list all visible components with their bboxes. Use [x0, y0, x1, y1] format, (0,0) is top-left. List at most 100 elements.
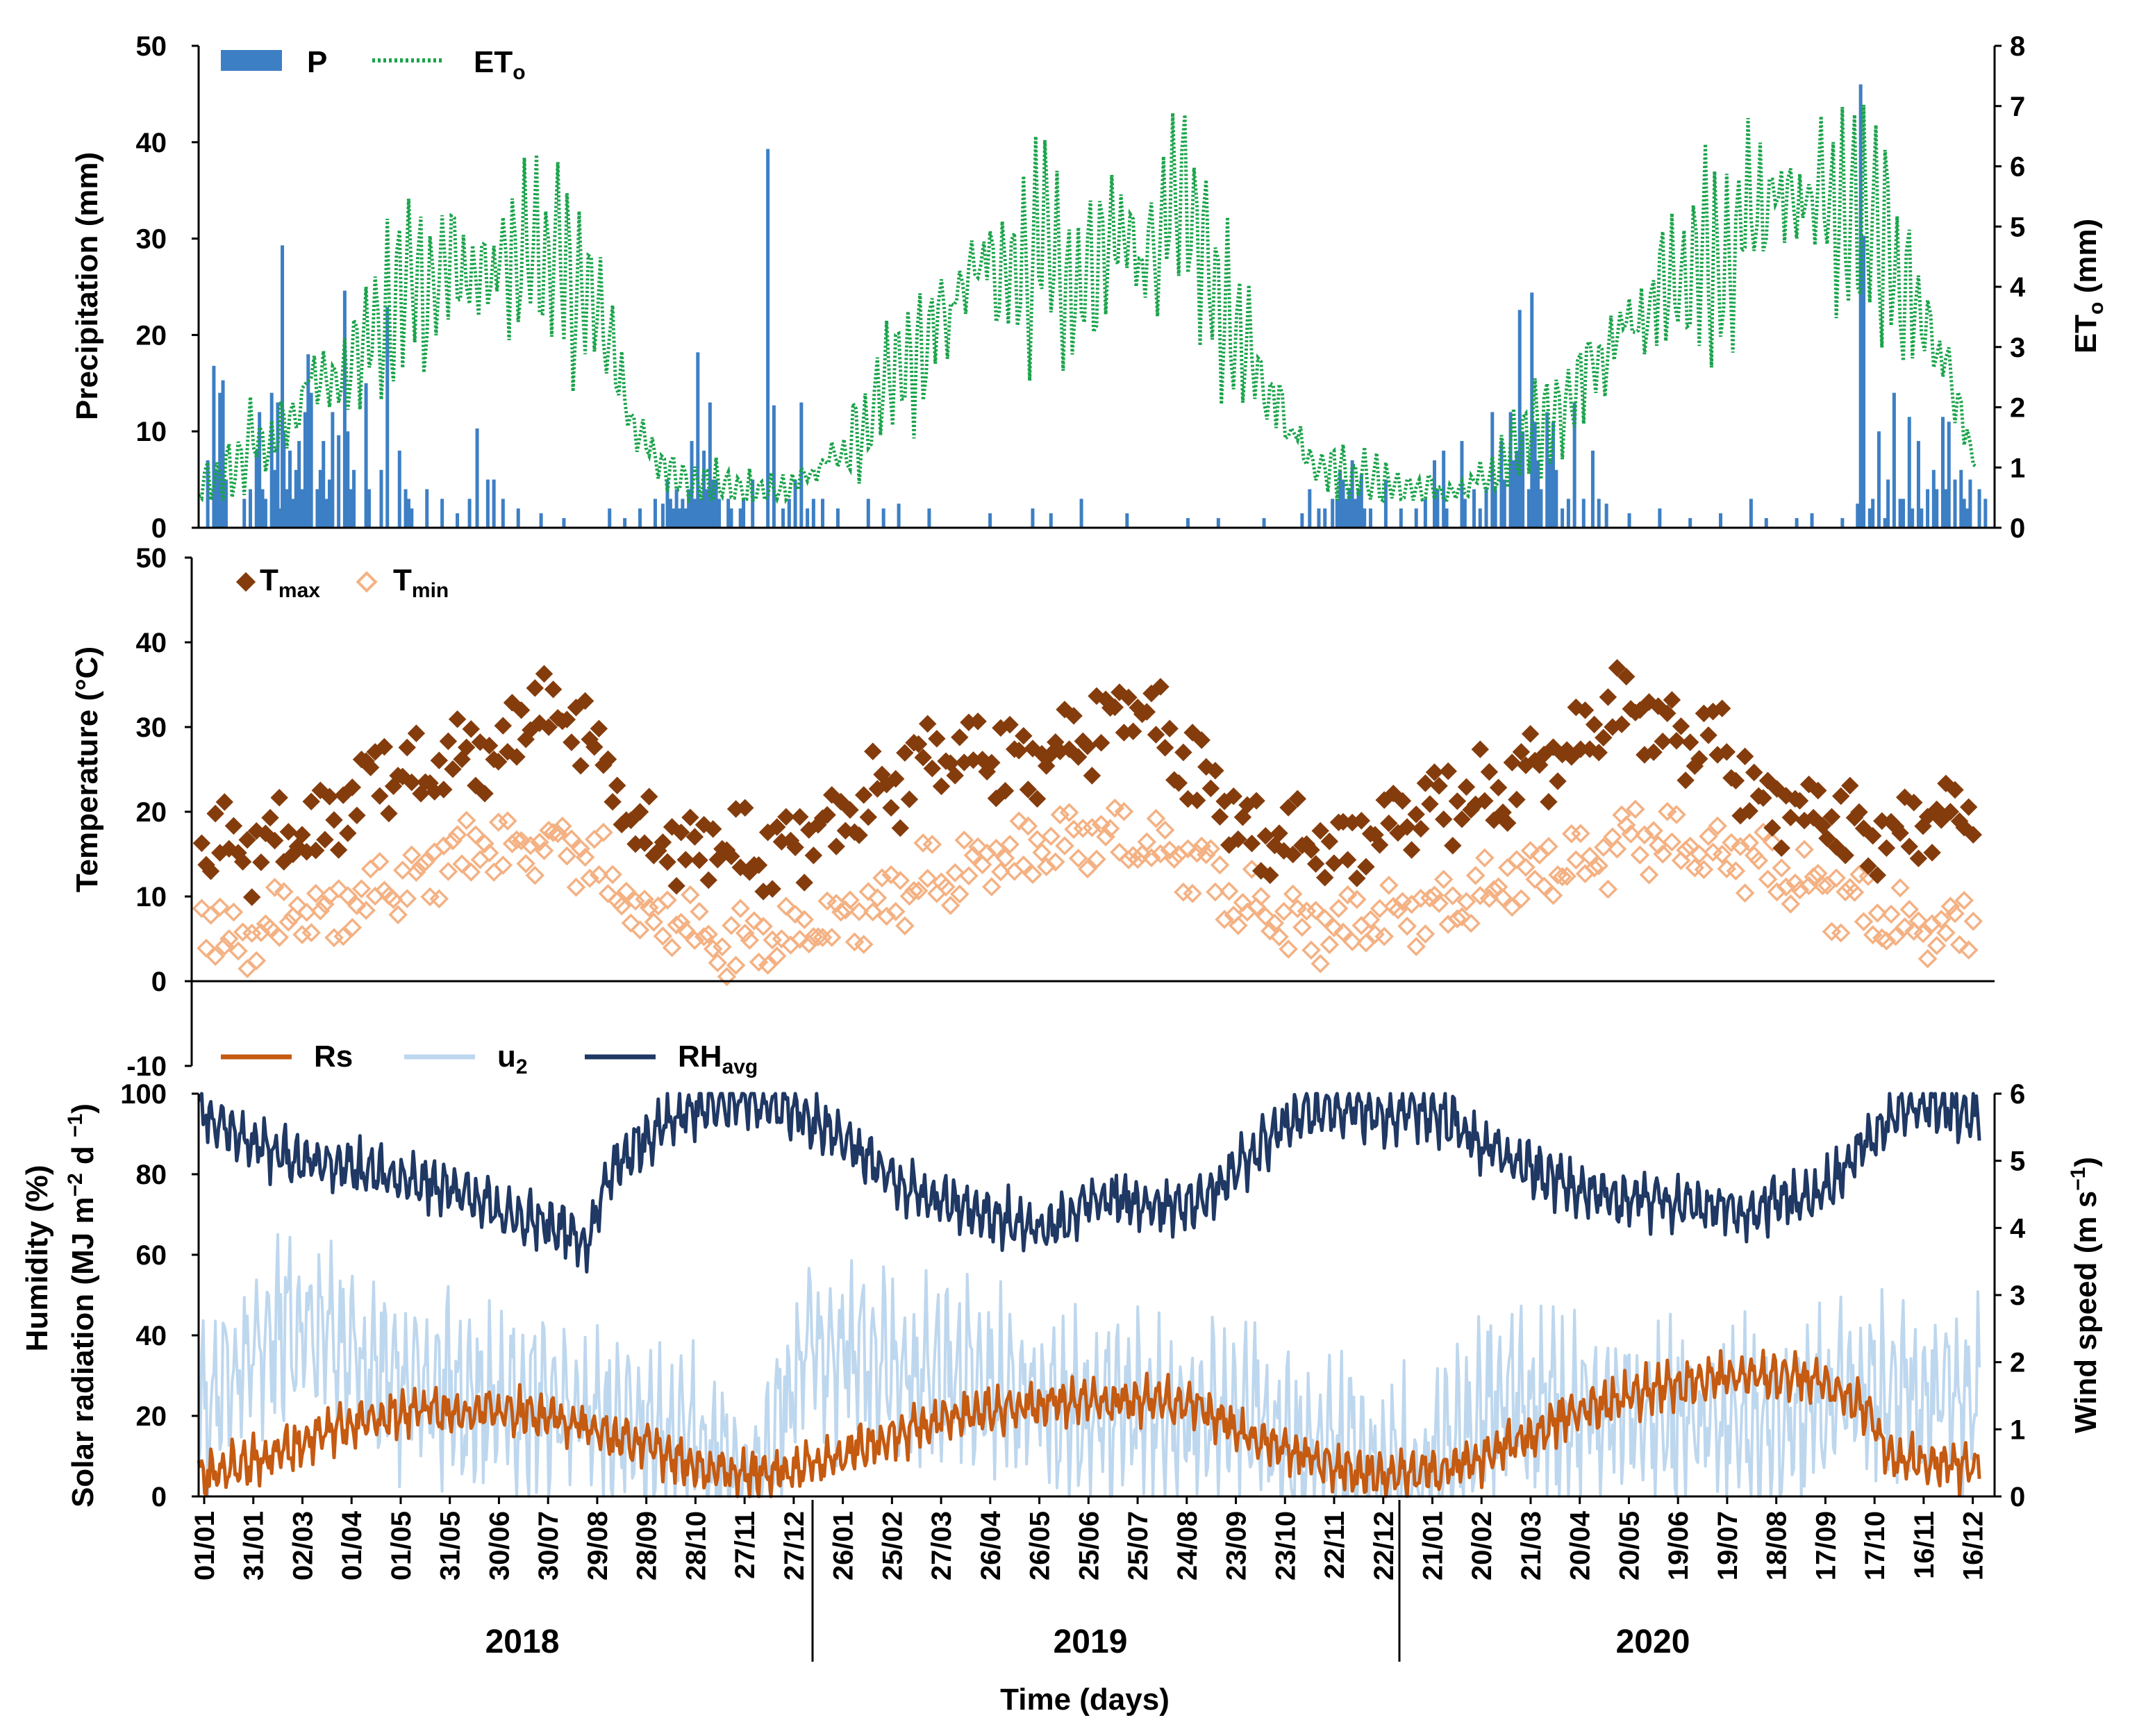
tmin-point	[630, 920, 650, 940]
tmin-point	[1731, 837, 1750, 856]
tmax-point	[398, 738, 416, 757]
precip-bar	[285, 489, 289, 528]
tmin-point	[954, 831, 974, 850]
tmax-point	[667, 876, 685, 895]
rs-series	[197, 1349, 1981, 1499]
tmin-point	[210, 897, 230, 917]
precip-bar	[1317, 508, 1321, 528]
year-labels: 2018 2019 2020	[485, 1624, 1690, 1660]
tmin-point	[749, 952, 769, 972]
tmax-point	[827, 837, 845, 856]
precip-bar	[1898, 499, 1902, 528]
tmax-point	[795, 874, 813, 892]
temp-tick-label: 50	[136, 543, 167, 574]
legend-label-u2: u2	[497, 1040, 528, 1078]
precip-tick-label: 10	[136, 417, 167, 447]
tmin-point	[589, 865, 609, 885]
tmax-point	[1210, 808, 1229, 826]
precip-bar	[793, 479, 797, 528]
tmin-point	[530, 833, 549, 852]
precip-bar	[1341, 479, 1345, 528]
legend-label-rh: RHavg	[678, 1040, 758, 1078]
temperature-panel: -10 0 10 20 30 40 50 Temperature (°C) Tmax Tmi…	[70, 543, 1995, 1082]
tmin-point	[1443, 886, 1463, 905]
tmin-point	[1433, 869, 1454, 890]
precip-bar	[729, 508, 733, 528]
precip-bar	[1658, 508, 1662, 528]
tmin-point	[415, 852, 435, 871]
tmin-point	[1279, 940, 1298, 959]
precip-tick-label: 50	[136, 31, 167, 62]
tmin-point	[1744, 846, 1764, 865]
tmax-point	[1745, 763, 1763, 782]
precip-tick-label: 0	[151, 513, 167, 544]
tmax-point	[430, 751, 449, 769]
tmin-series	[192, 799, 1983, 987]
precip-bar	[1354, 499, 1358, 528]
tmax-point	[1430, 776, 1448, 795]
tmin-point	[1726, 861, 1746, 880]
tmax-point	[1412, 819, 1430, 838]
tmin-point	[1406, 937, 1426, 956]
tmin-point	[854, 935, 874, 954]
tmin-point	[1566, 850, 1586, 870]
precip-bar	[337, 435, 341, 528]
tmin-point	[1722, 833, 1741, 853]
precip-bar	[1911, 508, 1915, 528]
precip-bar	[1581, 499, 1586, 528]
tmin-point	[360, 859, 381, 879]
precip-bar	[1539, 489, 1543, 528]
x-tick-label: 16/12	[1958, 1511, 1989, 1580]
tmax-point	[252, 853, 270, 871]
precip-bar	[349, 489, 353, 528]
precip-bar	[1125, 513, 1129, 528]
x-tick-label: 26/04	[976, 1510, 1006, 1580]
tmax-point	[918, 715, 937, 733]
precip-bar	[1526, 489, 1531, 528]
tmin-point	[1899, 899, 1920, 919]
eto-tick-label: 3	[2010, 333, 2025, 363]
precip-bar	[254, 450, 258, 528]
tmin-point	[338, 886, 358, 905]
precip-bar	[1536, 460, 1540, 528]
tmin-point	[1046, 852, 1065, 872]
tmin-point	[1639, 865, 1659, 885]
tmin-point	[566, 877, 586, 897]
x-tick-label: 02/03	[288, 1511, 319, 1580]
tmax-point	[951, 728, 969, 746]
wind-axis-title: Wind speed (m s−1)	[2067, 1157, 2103, 1433]
tmin-point	[1160, 840, 1179, 860]
precip-bar	[1445, 508, 1449, 528]
precip-bar	[1383, 479, 1388, 528]
tmax-point	[859, 808, 878, 826]
tmin-point	[265, 878, 285, 897]
tmin-point	[521, 835, 540, 856]
precip-bar	[318, 469, 322, 528]
eto-tick-label: 7	[2010, 92, 2025, 122]
tmax-point	[1434, 810, 1453, 828]
precip-bar	[806, 508, 810, 528]
tmin-point	[1155, 820, 1175, 840]
humidity-tick-label: 40	[136, 1321, 167, 1351]
tmin-point	[758, 955, 778, 975]
tmax-point	[1699, 726, 1717, 744]
precip-bar	[866, 499, 870, 528]
temp-axis-title: Temperature (°C)	[70, 646, 104, 892]
tmin-point	[658, 890, 677, 910]
tmin-point	[479, 843, 499, 862]
tmin-point	[922, 835, 942, 854]
legend-label-tmax: Tmax	[260, 563, 320, 602]
tmin-point	[699, 924, 718, 944]
tmin-point	[1516, 858, 1536, 877]
x-tick-label: 19/07	[1713, 1511, 1743, 1580]
tmin-point	[1795, 840, 1814, 860]
wind-y-ticks: 0 1 2 3 4 5 6	[1995, 1079, 2026, 1512]
eto-tick-label: 4	[2010, 272, 2026, 303]
tmin-point	[776, 896, 796, 916]
tmin-point	[876, 906, 897, 926]
tmin-point	[1936, 923, 1956, 943]
rs-wind-humidity-panel: 0 20 40 60 80 100 0 1 2 3 4 5 6 Humidity (%) Solar …	[20, 1040, 2103, 1717]
temp-tick-label: 20	[136, 797, 167, 828]
x-tick-label: 27/11	[730, 1511, 760, 1579]
tmax-point	[1521, 725, 1540, 743]
